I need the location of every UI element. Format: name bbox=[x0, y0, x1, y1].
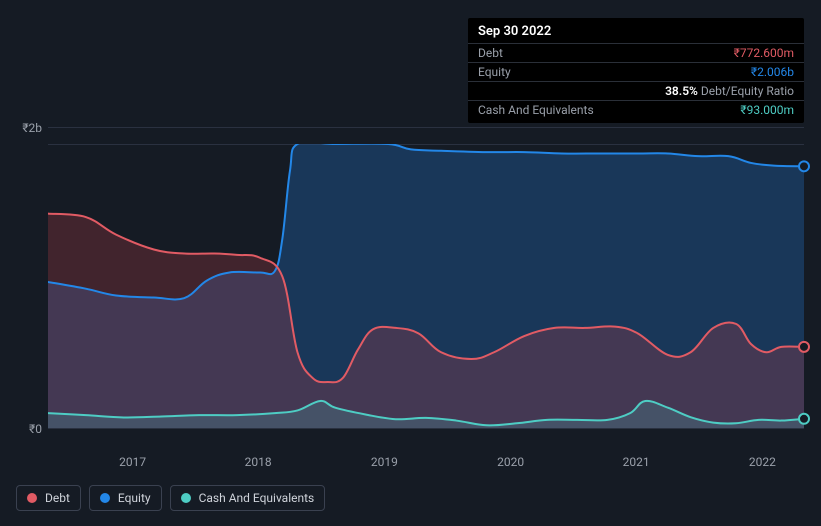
debt-end-marker bbox=[799, 342, 809, 352]
x-axis-label: 2020 bbox=[497, 455, 524, 469]
equity-swatch-icon bbox=[100, 493, 110, 503]
tooltip-row-label: Debt bbox=[478, 46, 503, 60]
x-axis-label: 2022 bbox=[749, 455, 776, 469]
debt-swatch-icon bbox=[27, 493, 37, 503]
x-axis-label: 2021 bbox=[623, 455, 650, 469]
cash-end-marker bbox=[799, 414, 809, 424]
tooltip-row-value: 38.5% Debt/Equity Ratio bbox=[665, 84, 794, 98]
equity-end-marker bbox=[799, 161, 809, 171]
cash-swatch-icon bbox=[181, 493, 191, 503]
tooltip-row: Debt ₹772.600m bbox=[468, 43, 804, 62]
tooltip-date: Sep 30 2022 bbox=[468, 18, 804, 43]
tooltip-row-value: ₹2.006b bbox=[751, 65, 794, 79]
tooltip-row-label: Cash And Equivalents bbox=[478, 103, 594, 117]
legend-label: Cash And Equivalents bbox=[199, 491, 315, 505]
legend-label: Debt bbox=[45, 491, 70, 505]
tooltip-row: Cash And Equivalents ₹93.000m bbox=[468, 100, 804, 123]
tooltip-row-label: Equity bbox=[478, 65, 511, 79]
tooltip-row: Equity ₹2.006b bbox=[468, 62, 804, 81]
legend-label: Equity bbox=[118, 491, 151, 505]
legend-item-equity[interactable]: Equity bbox=[89, 485, 162, 511]
x-axis-label: 2019 bbox=[371, 455, 398, 469]
tooltip-row-value: ₹772.600m bbox=[734, 46, 794, 60]
legend: Debt Equity Cash And Equivalents bbox=[16, 485, 325, 511]
legend-item-cash[interactable]: Cash And Equivalents bbox=[170, 485, 326, 511]
hover-tooltip: Sep 30 2022 Debt ₹772.600m Equity ₹2.006b 38… bbox=[468, 18, 804, 123]
legend-item-debt[interactable]: Debt bbox=[16, 485, 81, 511]
tooltip-row-value: ₹93.000m bbox=[740, 103, 794, 117]
tooltip-row: 38.5% Debt/Equity Ratio bbox=[468, 81, 804, 100]
x-axis-label: 2017 bbox=[119, 455, 146, 469]
x-axis-label: 2018 bbox=[245, 455, 272, 469]
